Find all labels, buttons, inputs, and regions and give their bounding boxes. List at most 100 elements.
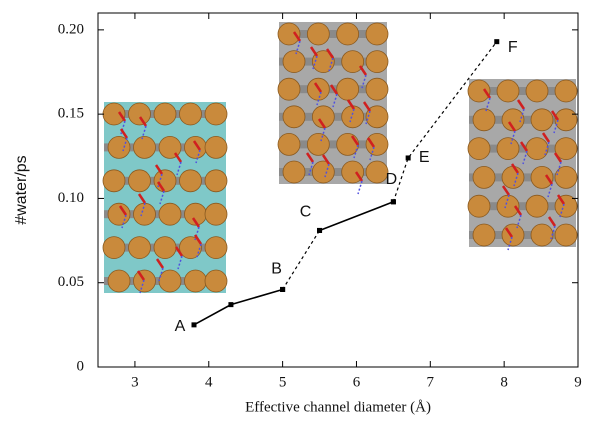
inset-atom [365, 105, 389, 129]
inset-atom [501, 108, 525, 132]
inset-bond [513, 205, 523, 216]
inset-bond [358, 65, 368, 76]
inset-atom [496, 79, 520, 103]
point-marker [405, 155, 411, 161]
inset-atom [102, 169, 126, 193]
inset-bond [553, 152, 563, 163]
inset-atom [467, 194, 491, 218]
inset-bond [325, 48, 335, 59]
inset-bond [174, 246, 184, 257]
inset-bond [516, 99, 526, 110]
inset-atom [153, 169, 177, 193]
inset-atom [282, 105, 306, 129]
inset-atom [365, 132, 389, 156]
inset-atom [102, 236, 126, 260]
inset-atom [204, 202, 228, 226]
inset-bond [519, 141, 529, 152]
inset-bond [191, 217, 201, 228]
y-axis-label: #water/ps [13, 155, 30, 224]
inset-atom [472, 223, 496, 247]
inset-atom [204, 135, 228, 159]
inset-atom [365, 50, 389, 73]
inset-bond [321, 154, 331, 165]
inset-atom [365, 22, 389, 46]
y-tick-label: 0.10 [58, 190, 84, 206]
inset-atom [341, 50, 365, 73]
inset-atom [128, 236, 151, 260]
inset-atom [282, 160, 306, 184]
inset-bond [317, 118, 327, 129]
inset-atom [525, 79, 549, 103]
inset-bond [541, 132, 551, 143]
inset-bond [482, 88, 492, 99]
inset-bond [137, 193, 147, 204]
inset-atom [204, 102, 228, 126]
inset-bond [309, 46, 319, 57]
inset-atom [525, 137, 549, 161]
inset-atom [179, 236, 202, 260]
inset-atom [184, 269, 207, 293]
inset-atom [472, 165, 496, 189]
inset-bond [366, 137, 376, 148]
inset-bond [117, 111, 127, 122]
inset-atom [554, 165, 578, 189]
series-line [282, 230, 321, 290]
inset-atom [128, 102, 151, 126]
inset-bond [118, 205, 128, 216]
inset-bond [119, 128, 129, 139]
inset-atom [107, 269, 131, 293]
inset-atom [133, 269, 156, 293]
inset-atom [525, 194, 549, 218]
inset-atom [554, 223, 578, 247]
inset-bond [507, 121, 517, 132]
inset-atom [204, 236, 228, 260]
inset-atom [158, 202, 182, 226]
x-tick-label: 3 [131, 374, 139, 390]
inset-atom [184, 135, 207, 159]
inset-atom [277, 77, 301, 101]
inset-atom [467, 79, 491, 103]
inset-atom [311, 105, 335, 129]
inset-bond [329, 84, 339, 95]
inset-band [469, 144, 576, 153]
inset-atom [501, 223, 525, 247]
inset-atom [128, 169, 151, 193]
inset-band [279, 30, 387, 38]
inset-atom [306, 22, 330, 46]
inset-band [279, 140, 387, 149]
inset-atom [204, 269, 228, 293]
y-tick-label: 0.20 [58, 21, 84, 37]
inset-bond [155, 258, 165, 269]
inset-bond [544, 174, 554, 185]
inset-image [277, 22, 389, 195]
x-axis-label: Effective channel diameter (Å) [245, 399, 431, 415]
inset-bond [313, 82, 323, 93]
inset-band [469, 87, 576, 95]
inset-atom [277, 132, 301, 156]
inset-atom [153, 102, 177, 126]
inset-bond [156, 181, 166, 192]
y-tick-label: 0 [77, 358, 85, 374]
inset-atom [496, 137, 520, 161]
x-tick-label: 4 [205, 374, 213, 390]
point-marker [280, 286, 286, 292]
inset-bond [354, 171, 364, 182]
inset-bond [550, 110, 560, 121]
inset-bond [501, 185, 511, 196]
inset-atom [530, 165, 554, 189]
inset-bond [305, 152, 315, 163]
inset-atom [311, 50, 335, 73]
inset-atom [107, 135, 131, 159]
point-label: F [508, 39, 518, 56]
inset-image [102, 102, 228, 294]
point-label: C [300, 204, 312, 221]
point-marker [390, 199, 396, 205]
inset-bond [547, 216, 557, 227]
x-tick-label: 5 [279, 374, 287, 390]
inset-atom [554, 79, 578, 103]
point-marker [494, 39, 500, 45]
inset-atom [336, 22, 360, 46]
inset-bond [138, 116, 148, 127]
inset-bond [504, 227, 514, 238]
inset-bond [136, 270, 146, 281]
